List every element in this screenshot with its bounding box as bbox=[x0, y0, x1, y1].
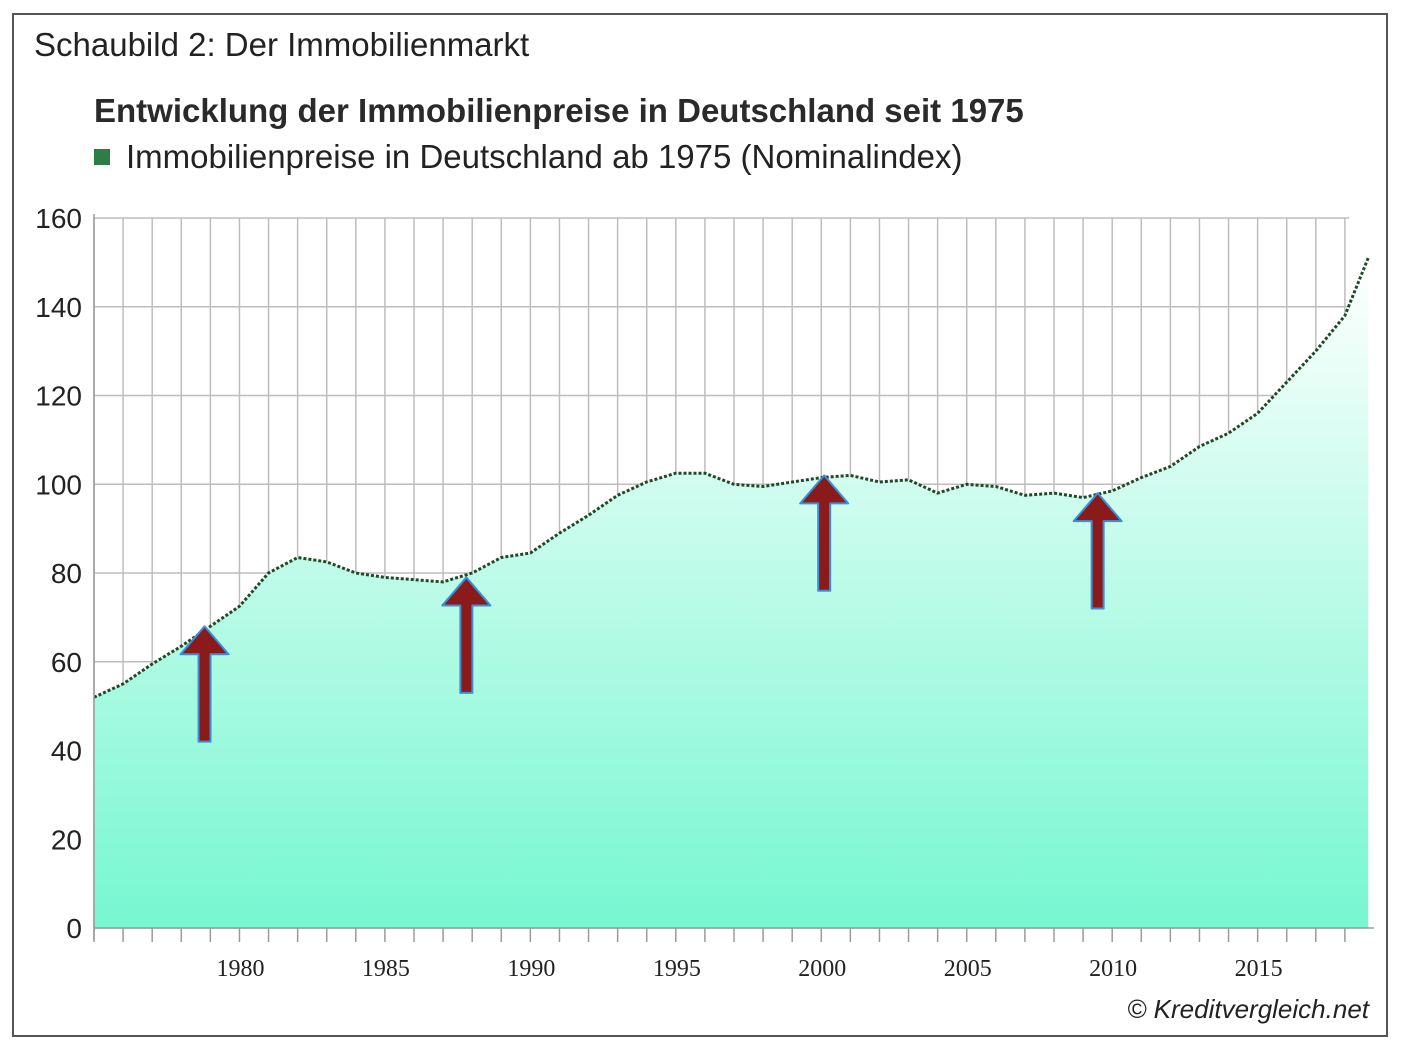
y-tick-label: 80 bbox=[51, 558, 82, 589]
x-tick-label: 2005 bbox=[944, 956, 992, 982]
x-tick-label: 2010 bbox=[1089, 956, 1137, 982]
x-tick-label: 1990 bbox=[507, 956, 555, 982]
chart-title: Entwicklung der Immobilienpreise in Deut… bbox=[94, 92, 1024, 129]
y-tick-label: 60 bbox=[51, 647, 82, 678]
legend-label: Immobilienpreise in Deutschland ab 1975 … bbox=[126, 138, 963, 175]
x-tick-label: 2000 bbox=[798, 956, 846, 982]
x-tick-label: 2015 bbox=[1235, 956, 1283, 982]
x-tick-label: 1995 bbox=[653, 956, 701, 982]
y-tick-label: 20 bbox=[51, 824, 82, 855]
legend-swatch bbox=[94, 149, 110, 165]
area-layer bbox=[93, 257, 1370, 928]
up-arrow-annotation bbox=[1072, 492, 1123, 610]
series-line bbox=[93, 257, 1370, 699]
axes bbox=[93, 214, 1374, 942]
up-arrow-annotation bbox=[799, 474, 850, 592]
y-tick-label: 40 bbox=[51, 736, 82, 767]
annotations bbox=[179, 474, 1123, 743]
figure-caption: Schaubild 2: Der Immobilienmarkt bbox=[34, 26, 530, 63]
up-arrow-annotation bbox=[179, 625, 230, 743]
y-tick-label: 160 bbox=[35, 203, 82, 234]
up-arrow-annotation bbox=[441, 576, 492, 694]
series-area bbox=[94, 257, 1369, 928]
x-tick-label: 1985 bbox=[362, 956, 410, 982]
y-tick-label: 140 bbox=[35, 292, 82, 323]
tick-labels: 0 20 40 60 80 100 120 140 160 1980 1985 1990 1995 200… bbox=[35, 203, 1282, 982]
y-tick-label: 100 bbox=[35, 469, 82, 500]
legend: Immobilienpreise in Deutschland ab 1975 … bbox=[94, 138, 962, 176]
y-tick-label: 120 bbox=[35, 381, 82, 412]
copyright-text: © Kreditvergleich.net bbox=[1127, 994, 1369, 1024]
x-tick-label: 1980 bbox=[216, 956, 264, 982]
y-tick-label: 0 bbox=[66, 913, 82, 944]
